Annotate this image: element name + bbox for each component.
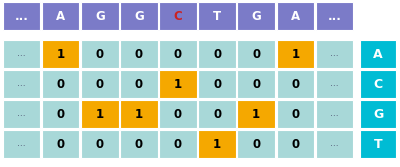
FancyBboxPatch shape: [42, 70, 80, 98]
Text: G: G: [373, 108, 383, 121]
FancyBboxPatch shape: [42, 40, 80, 68]
Text: A: A: [373, 47, 383, 60]
Text: 0: 0: [291, 77, 299, 91]
FancyBboxPatch shape: [159, 40, 197, 68]
Text: ...: ...: [330, 139, 339, 148]
Text: 0: 0: [57, 77, 65, 91]
FancyBboxPatch shape: [81, 70, 118, 98]
FancyBboxPatch shape: [42, 130, 80, 158]
Text: 0: 0: [174, 47, 182, 60]
FancyBboxPatch shape: [198, 70, 236, 98]
FancyBboxPatch shape: [316, 100, 353, 128]
FancyBboxPatch shape: [238, 2, 275, 30]
Text: C: C: [174, 10, 182, 23]
Text: 0: 0: [57, 108, 65, 121]
Text: G: G: [134, 10, 144, 23]
FancyBboxPatch shape: [360, 100, 396, 128]
FancyBboxPatch shape: [198, 100, 236, 128]
FancyBboxPatch shape: [360, 40, 396, 68]
FancyBboxPatch shape: [276, 40, 314, 68]
Text: ...: ...: [17, 139, 26, 148]
Text: 0: 0: [252, 47, 260, 60]
FancyBboxPatch shape: [238, 40, 275, 68]
FancyBboxPatch shape: [3, 2, 40, 30]
Text: 0: 0: [135, 77, 143, 91]
Text: ...: ...: [17, 110, 26, 119]
FancyBboxPatch shape: [276, 130, 314, 158]
FancyBboxPatch shape: [276, 2, 314, 30]
Text: ...: ...: [17, 49, 26, 58]
Text: 1: 1: [252, 108, 260, 121]
Text: G: G: [251, 10, 261, 23]
Text: 0: 0: [291, 108, 299, 121]
FancyBboxPatch shape: [316, 130, 353, 158]
FancyBboxPatch shape: [3, 130, 40, 158]
FancyBboxPatch shape: [159, 70, 197, 98]
FancyBboxPatch shape: [81, 2, 118, 30]
FancyBboxPatch shape: [316, 2, 353, 30]
FancyBboxPatch shape: [81, 130, 118, 158]
FancyBboxPatch shape: [159, 100, 197, 128]
FancyBboxPatch shape: [159, 130, 197, 158]
Text: A: A: [291, 10, 300, 23]
FancyBboxPatch shape: [3, 100, 40, 128]
Text: 0: 0: [96, 77, 104, 91]
FancyBboxPatch shape: [120, 70, 158, 98]
Text: 0: 0: [213, 108, 221, 121]
Text: 0: 0: [174, 108, 182, 121]
Text: 1: 1: [291, 47, 299, 60]
Text: 0: 0: [96, 137, 104, 150]
FancyBboxPatch shape: [198, 40, 236, 68]
Text: C: C: [374, 77, 382, 91]
FancyBboxPatch shape: [3, 40, 40, 68]
Text: 1: 1: [135, 108, 143, 121]
FancyBboxPatch shape: [276, 70, 314, 98]
Text: ...: ...: [328, 10, 341, 23]
FancyBboxPatch shape: [81, 40, 118, 68]
FancyBboxPatch shape: [42, 2, 80, 30]
FancyBboxPatch shape: [120, 2, 158, 30]
FancyBboxPatch shape: [3, 70, 40, 98]
Text: T: T: [213, 10, 221, 23]
Text: 0: 0: [252, 137, 260, 150]
Text: 0: 0: [135, 137, 143, 150]
FancyBboxPatch shape: [120, 130, 158, 158]
Text: 1: 1: [96, 108, 104, 121]
FancyBboxPatch shape: [316, 70, 353, 98]
FancyBboxPatch shape: [120, 100, 158, 128]
Text: ...: ...: [330, 49, 339, 58]
Text: ...: ...: [330, 79, 339, 89]
Text: 1: 1: [174, 77, 182, 91]
FancyBboxPatch shape: [81, 100, 118, 128]
FancyBboxPatch shape: [276, 100, 314, 128]
FancyBboxPatch shape: [198, 2, 236, 30]
Text: ...: ...: [15, 10, 28, 23]
FancyBboxPatch shape: [198, 130, 236, 158]
FancyBboxPatch shape: [238, 100, 275, 128]
FancyBboxPatch shape: [238, 130, 275, 158]
Text: 1: 1: [213, 137, 221, 150]
FancyBboxPatch shape: [316, 40, 353, 68]
Text: 0: 0: [135, 47, 143, 60]
FancyBboxPatch shape: [238, 70, 275, 98]
Text: T: T: [374, 137, 382, 150]
FancyBboxPatch shape: [159, 2, 197, 30]
FancyBboxPatch shape: [120, 40, 158, 68]
Text: ...: ...: [17, 79, 26, 89]
Text: 0: 0: [96, 47, 104, 60]
Text: 0: 0: [213, 47, 221, 60]
Text: 0: 0: [213, 77, 221, 91]
Text: 0: 0: [291, 137, 299, 150]
Text: G: G: [95, 10, 105, 23]
Text: 0: 0: [252, 77, 260, 91]
FancyBboxPatch shape: [42, 100, 80, 128]
Text: 0: 0: [57, 137, 65, 150]
Text: A: A: [56, 10, 65, 23]
Text: ...: ...: [330, 110, 339, 119]
FancyBboxPatch shape: [360, 130, 396, 158]
Text: 1: 1: [57, 47, 65, 60]
Text: 0: 0: [174, 137, 182, 150]
FancyBboxPatch shape: [360, 70, 396, 98]
